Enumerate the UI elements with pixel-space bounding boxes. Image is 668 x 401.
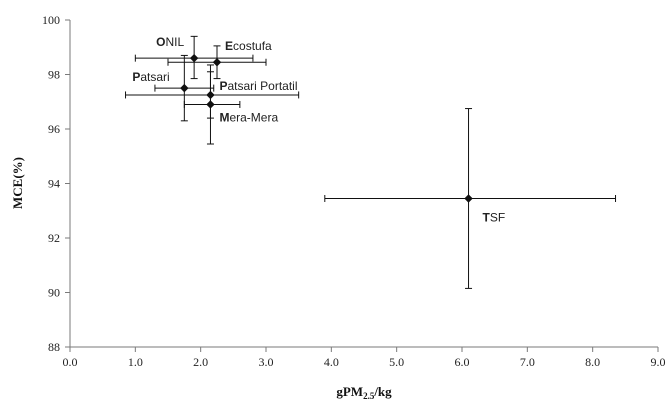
point-label: ONIL bbox=[156, 35, 184, 49]
data-point-tsf: TSF bbox=[324, 108, 617, 289]
x-tick-label: 7.0 bbox=[520, 355, 535, 369]
point-label-initial: P bbox=[219, 79, 227, 93]
y-tick-label: 96 bbox=[48, 122, 60, 136]
diamond-marker bbox=[464, 194, 473, 203]
x-tick-label: 2.0 bbox=[193, 355, 208, 369]
point-label-rest: atsari bbox=[140, 70, 169, 84]
x-axis-title-main: gPM bbox=[336, 384, 363, 399]
point-label-rest: NIL bbox=[165, 35, 184, 49]
point-label: TSF bbox=[483, 210, 506, 224]
data-point-onil: ONIL bbox=[134, 35, 254, 80]
y-ticks: 88 90 92 94 96 98 100 bbox=[42, 13, 70, 354]
point-label: Mera-Mera bbox=[219, 110, 278, 124]
point-label-rest: era-Mera bbox=[229, 110, 278, 124]
x-tick-label: 4.0 bbox=[324, 355, 339, 369]
y-tick-label: 92 bbox=[48, 231, 60, 245]
point-label: Patsari bbox=[132, 70, 169, 84]
x-tick-label: 0.0 bbox=[63, 355, 78, 369]
point-label-initial: T bbox=[483, 210, 491, 224]
point-label-initial: M bbox=[219, 110, 229, 124]
x-tick-label: 6.0 bbox=[455, 355, 470, 369]
point-label-initial: O bbox=[156, 35, 165, 49]
point-label-initial: P bbox=[132, 70, 140, 84]
data-point-mera-mera: Mera-Mera bbox=[183, 64, 278, 145]
y-tick-label: 98 bbox=[48, 68, 60, 82]
y-tick-label: 94 bbox=[48, 177, 60, 191]
x-tick-label: 3.0 bbox=[259, 355, 274, 369]
x-axis-title-tail: /kg bbox=[373, 384, 392, 399]
x-tick-label: 9.0 bbox=[651, 355, 666, 369]
x-tick-label: 8.0 bbox=[585, 355, 600, 369]
diamond-marker bbox=[206, 100, 215, 109]
point-label-rest: SF bbox=[490, 210, 505, 224]
diamond-marker bbox=[212, 58, 222, 67]
x-tick-label: 5.0 bbox=[389, 355, 404, 369]
point-label: Patsari Portatil bbox=[219, 79, 297, 93]
y-tick-label: 88 bbox=[48, 340, 60, 354]
point-label-rest: costufa bbox=[233, 39, 272, 53]
diamond-marker bbox=[180, 83, 189, 93]
y-tick-label: 90 bbox=[48, 286, 60, 300]
data-point-patsari: Patsari bbox=[132, 54, 215, 122]
point-label-rest: atsari Portatil bbox=[227, 79, 297, 93]
axes bbox=[69, 20, 658, 348]
x-tick-label: 1.0 bbox=[128, 355, 143, 369]
y-tick-label: 100 bbox=[42, 13, 60, 27]
x-ticks: 0.0 1.0 2.0 3.0 4.0 5.0 6.0 7.0 8.0 9.0 bbox=[63, 347, 666, 369]
point-label: Ecostufa bbox=[225, 39, 272, 53]
y-axis-title: MCE(%) bbox=[10, 157, 25, 209]
point-label-initial: E bbox=[225, 39, 233, 53]
diamond-marker bbox=[189, 53, 199, 63]
x-axis-title-subscript: 2.5 bbox=[363, 391, 375, 401]
x-axis-title: gPM2.5/kg bbox=[336, 384, 392, 401]
